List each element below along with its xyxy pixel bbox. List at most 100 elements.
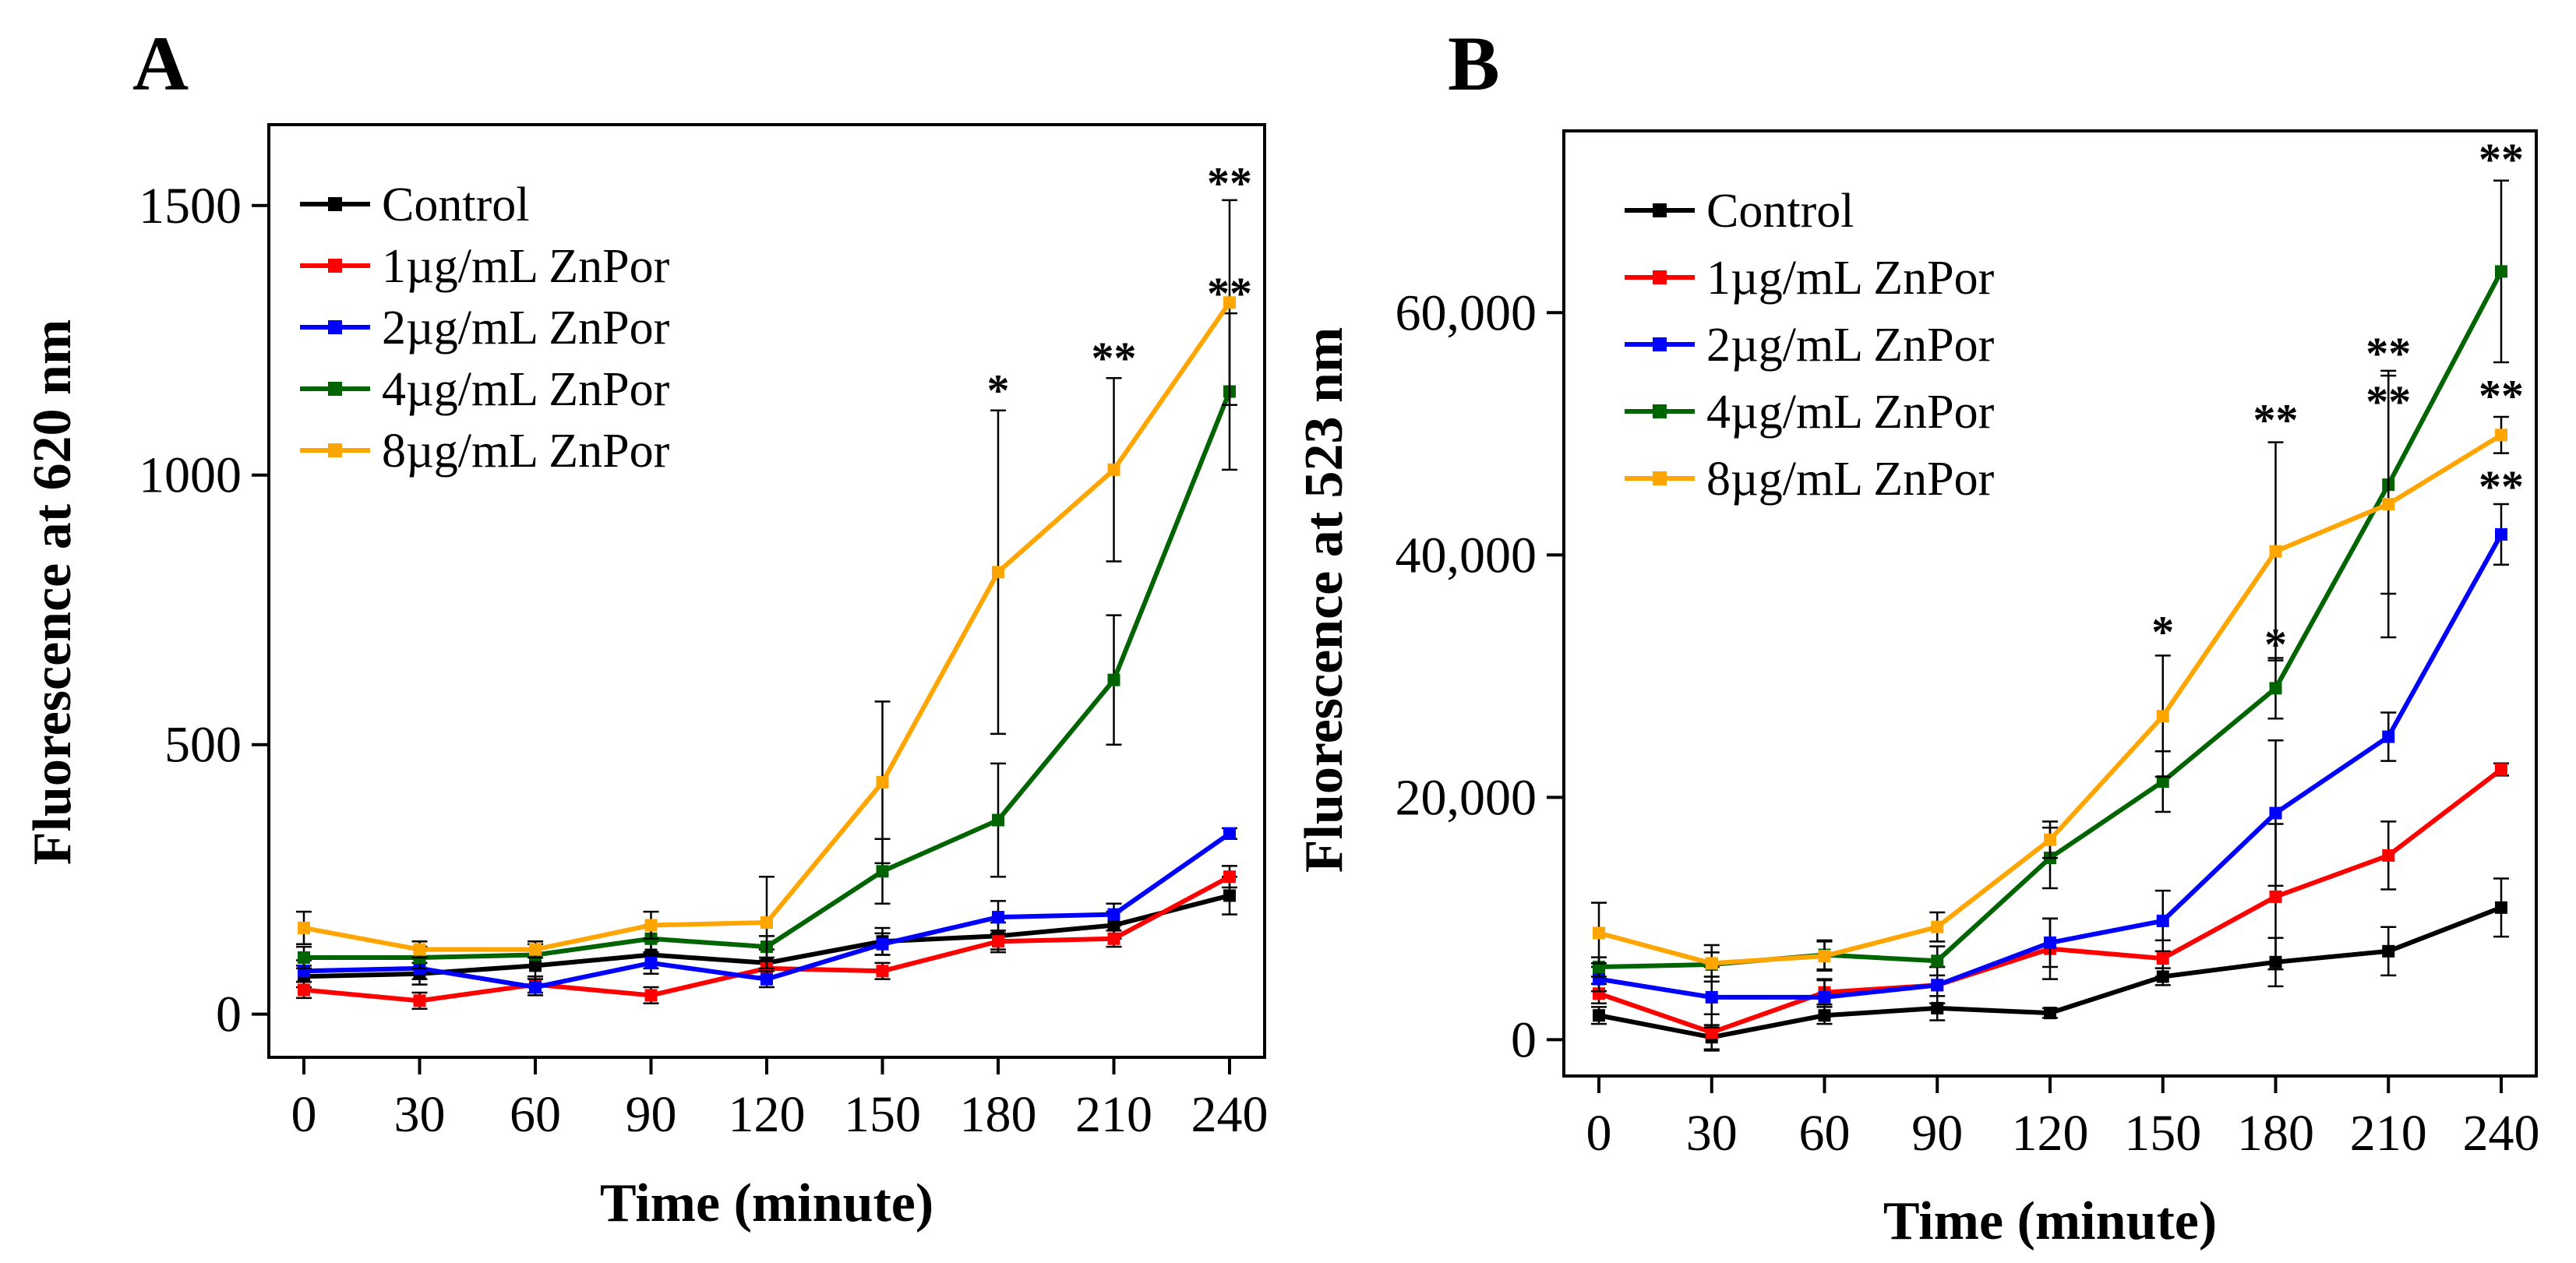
panel-a-x-axis-title: Time (minute) (600, 1173, 933, 1233)
panel-b-legend-item: 2µg/mL ZnPor (1625, 319, 1995, 372)
panel-b-series-3-point (2269, 682, 2282, 695)
panel-b-legend-label: Control (1706, 185, 1854, 238)
panel-a-legend-label: 4µg/mL ZnPor (382, 363, 670, 416)
panel-b-y-tick-label: 40,000 (1396, 527, 1537, 584)
panel-a-x-tick-label: 90 (626, 1086, 677, 1143)
panel-b-series-4-point (2382, 497, 2395, 510)
panel-b-legend-swatch-marker (1653, 203, 1667, 217)
panel-a-legend-item: Control (300, 178, 529, 231)
panel-b-series-layer (1591, 179, 2509, 1052)
panel-b-y-axis-title: Fluorescence at 523 nm (1294, 327, 1354, 873)
panel-b-series-1-point (2269, 890, 2282, 903)
panel-b-significance-marker: ** (2479, 134, 2524, 185)
panel-a-series-2-point (1107, 908, 1120, 921)
panel-b-legend-item: Control (1625, 185, 1854, 238)
panel-a-ticks: 0 30 60 90 120 150 180 210 240 0 500 1000 1500 (139, 178, 1269, 1143)
panel-a-series-3-point (298, 951, 310, 964)
panel-a-series-4-point (1107, 463, 1120, 476)
panel-b-x-tick-label: 90 (1911, 1105, 1963, 1162)
panel-a-series-1-point (992, 935, 1004, 948)
panel-b-x-tick-label: 150 (2124, 1105, 2201, 1162)
panel-a-series-1-point (644, 989, 658, 1002)
panel-a-series-4-point (413, 943, 426, 956)
panel-b-legend-swatch-marker (1653, 471, 1667, 485)
panel-b-series-4-point (2495, 429, 2507, 442)
panel-a-y-axis-title: Fluorescence at 620 nm (23, 319, 83, 866)
panel-a-series-layer (296, 199, 1237, 1010)
panel-a-y-tick-label: 0 (216, 986, 242, 1043)
panel-a-series-2-point (760, 972, 773, 986)
panel-a-series-1-point (876, 965, 889, 978)
panel-a-x-tick-label: 60 (510, 1086, 561, 1143)
panel-b-series-2-point (2044, 936, 2056, 949)
panel-b-y-tick-label: 20,000 (1396, 769, 1537, 826)
panel-a-series-1-point (413, 994, 426, 1007)
panel-a-series-3-point (876, 865, 889, 878)
panel-a-series-0-point (1223, 889, 1236, 902)
panel-b-series-4-point (2044, 833, 2056, 846)
panel-b-x-tick-label: 0 (1586, 1105, 1612, 1162)
panel-a-series-1-point (1107, 932, 1120, 945)
panel-b-series-2-point (2382, 730, 2395, 743)
panel-b-series-1-line (1598, 767, 2503, 1035)
panel-a-legend-item: 2µg/mL ZnPor (300, 302, 670, 355)
panel-b-series-4-point (2269, 545, 2282, 558)
panel-a-series-4-point (992, 566, 1004, 579)
panel-b-series-1-point (1705, 1026, 1718, 1039)
panel-a-legend-label: 2µg/mL ZnPor (382, 302, 670, 355)
panel-b-series-1-point (2382, 848, 2395, 862)
panel-b-series-1-point (2495, 763, 2507, 776)
panel-b-series-4-point (1818, 950, 1831, 963)
panel-a-x-tick-label: 150 (844, 1086, 921, 1143)
panel-a-significance-marker: * (987, 365, 1010, 416)
panel-b-series-4-point (1931, 920, 1944, 933)
panel-b: B 0 30 60 90 120 150 180 210 240 0 20,000 40,000 60,… (1294, 20, 2540, 1251)
panel-a-series-2-point (1223, 827, 1236, 840)
panel-a-series-4-point (760, 916, 773, 930)
panel-a-significance-marker: ** (1092, 333, 1137, 383)
panel-b-ticks: 0 30 60 90 120 150 180 210 240 0 20,000 40,000 60,00… (1396, 284, 2540, 1162)
panel-a-x-tick-label: 210 (1075, 1086, 1152, 1143)
panel-a-legend-swatch-marker (328, 320, 342, 334)
panel-a-series-4-point (644, 919, 658, 932)
panel-b-x-tick-label: 180 (2237, 1105, 2314, 1162)
panel-a-legend-label: 8µg/mL ZnPor (382, 425, 670, 478)
panel-a-series-2-point (992, 911, 1004, 924)
panel-a-series-1-point (1223, 870, 1236, 884)
panel-b-legend-swatch-marker (1653, 337, 1667, 351)
panel-a-series-1-point (298, 983, 310, 997)
panel-a-annotations: ******* (987, 157, 1253, 415)
panel-a-x-tick-label: 0 (291, 1086, 317, 1143)
panel-a-series-4-group (296, 199, 1237, 970)
panel-b-legend-label: 8µg/mL ZnPor (1706, 453, 1995, 506)
panel-a-legend-swatch-marker (328, 382, 342, 396)
panel-a-series-4-point (1223, 296, 1236, 309)
panel-a-legend-label: Control (382, 178, 529, 231)
panel-b-significance-marker: * (2151, 607, 2174, 658)
panel-a-significance-marker: ** (1207, 157, 1252, 208)
panel-b-series-3-point (1931, 954, 1944, 968)
panel-b-series-1-point (2156, 952, 2169, 965)
panel-b-legend-label: 4µg/mL ZnPor (1706, 386, 1995, 439)
panel-b-legend-item: 1µg/mL ZnPor (1625, 252, 1995, 305)
panel-a-legend-swatch-marker (328, 259, 342, 273)
panel-b-series-0-point (2382, 944, 2395, 958)
panel-b-y-tick-label: 60,000 (1396, 284, 1537, 341)
panel-a-x-tick-label: 30 (394, 1086, 446, 1143)
panel-a-legend-swatch-marker (328, 197, 342, 211)
panel-b-series-2-point (2156, 914, 2169, 927)
panel-a-series-2-point (876, 937, 889, 951)
panel-b-series-2-point (1818, 990, 1831, 1004)
panel-a-x-tick-label: 240 (1191, 1086, 1269, 1143)
panel-a-y-tick-label: 1500 (139, 178, 242, 235)
panel-a-legend-item: 8µg/mL ZnPor (300, 425, 670, 478)
panel-b-series-0-point (2044, 1007, 2056, 1020)
panel-b-series-4-point (1593, 926, 1605, 940)
panel-b-x-tick-label: 210 (2350, 1105, 2427, 1162)
panel-b-series-0-point (2495, 901, 2507, 914)
panel-b-significance-marker: ** (2479, 370, 2524, 421)
panel-b-legend-item: 8µg/mL ZnPor (1625, 453, 1995, 506)
panel-b-legend-label: 1µg/mL ZnPor (1706, 252, 1995, 305)
panel-a-series-2-point (644, 956, 658, 969)
